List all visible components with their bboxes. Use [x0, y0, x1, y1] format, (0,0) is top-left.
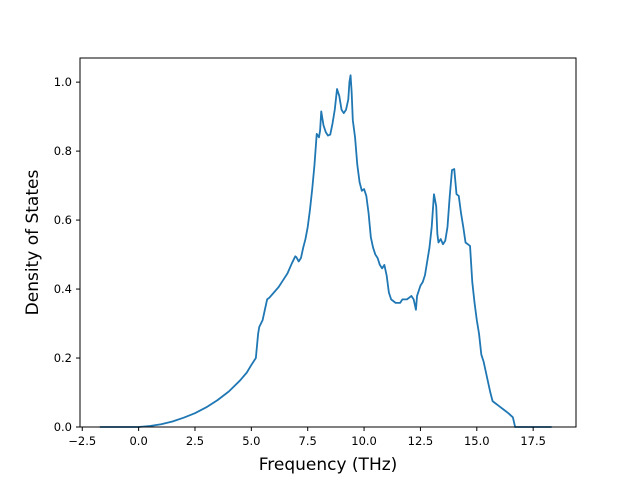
x-tick-label: 5.0: [242, 434, 260, 448]
plot-area: [80, 58, 576, 427]
dos-series-line: [99, 74, 553, 428]
y-tick-label: 0.6: [54, 213, 72, 227]
y-tick-label: 0.4: [54, 282, 72, 296]
x-tick-label: 7.5: [299, 434, 317, 448]
y-axis-label: Density of States: [23, 170, 43, 316]
x-tick-label: 12.5: [408, 434, 434, 448]
y-tick-label: 1.0: [54, 75, 72, 89]
x-tick-label: 0.0: [129, 434, 147, 448]
x-tick-label: 2.5: [186, 434, 204, 448]
plot-frame: [79, 57, 577, 428]
x-axis-ticks: −2.5 0.0 2.5 5.0 7.5 10.0 12.5 15.0 17.5: [68, 427, 546, 448]
y-tick-label: 0.8: [54, 144, 72, 158]
x-tick-label: 15.0: [464, 434, 490, 448]
y-tick-label: 0.2: [54, 351, 72, 365]
y-axis-ticks: 0.0 0.2 0.4 0.6 0.8 1.0: [54, 75, 80, 434]
x-axis-label: Frequency (THz): [259, 455, 398, 475]
y-tick-label: 0.0: [54, 420, 72, 434]
x-tick-label: 10.0: [351, 434, 377, 448]
x-tick-label: −2.5: [68, 434, 96, 448]
x-tick-label: 17.5: [520, 434, 546, 448]
